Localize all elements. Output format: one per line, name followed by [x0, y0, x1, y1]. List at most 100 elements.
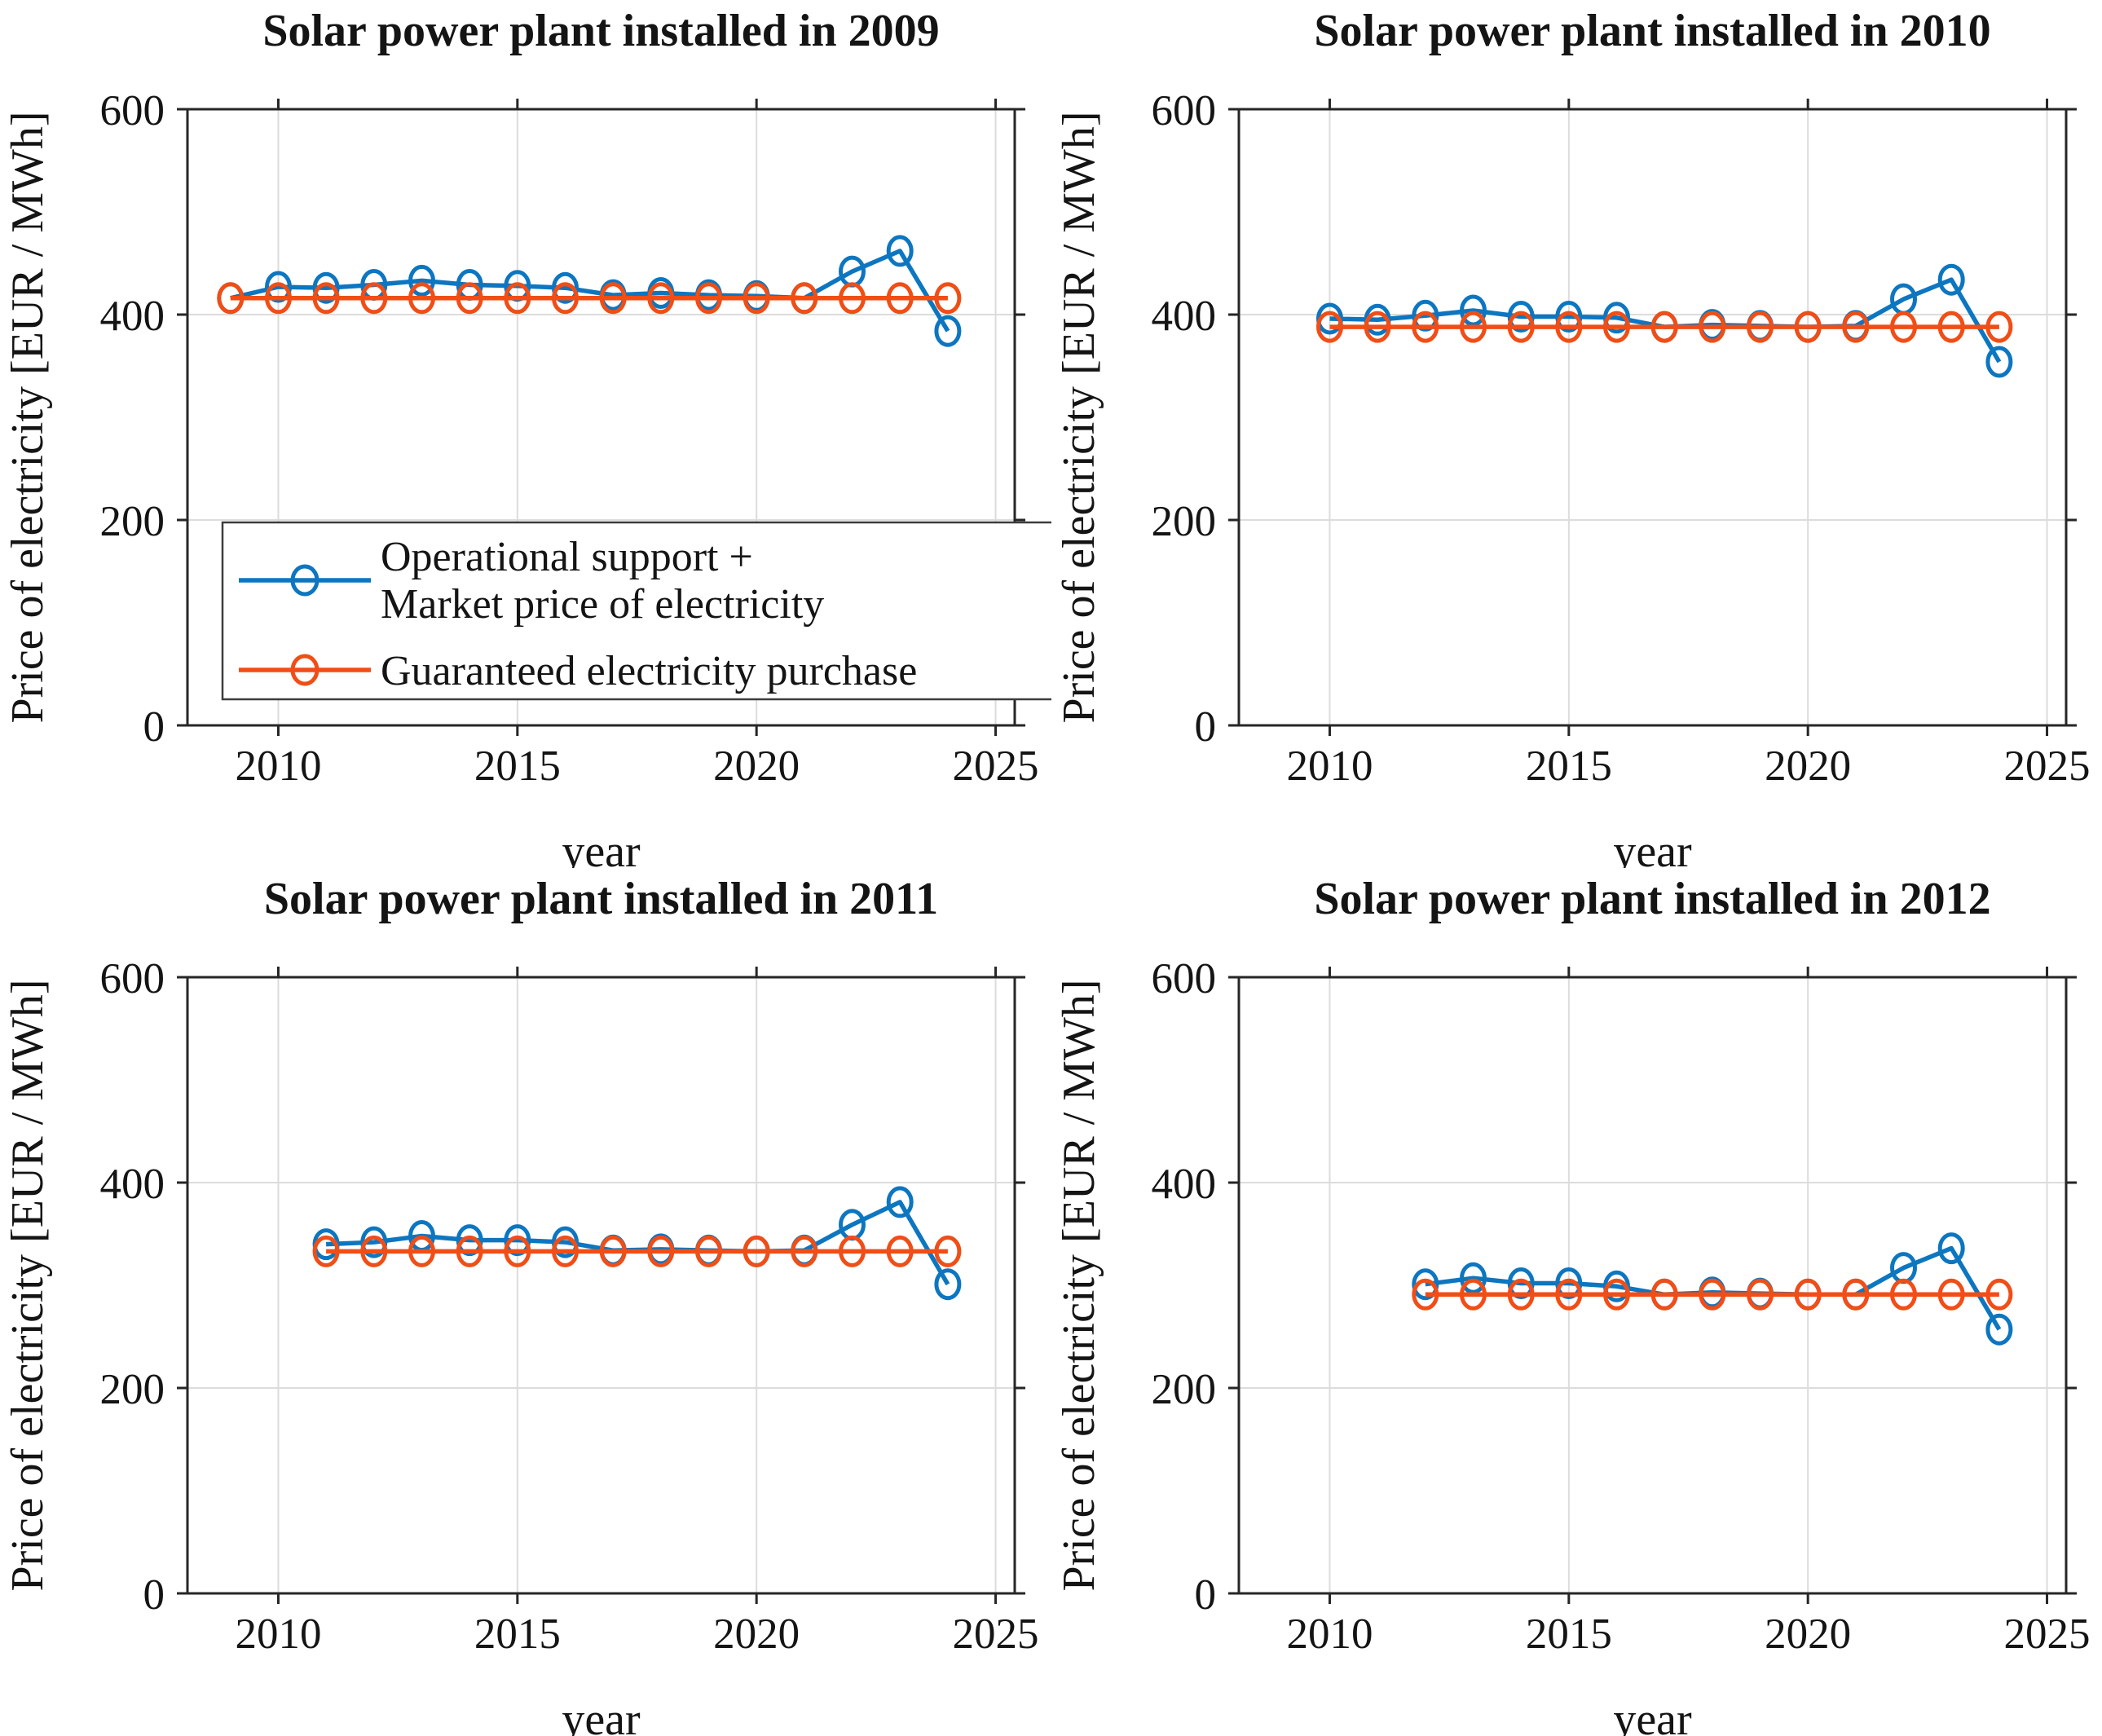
subplot-2009: Solar power plant installed in 2009 0 200 4… [0, 0, 1051, 868]
y-tick-label: 200 [1151, 1366, 1216, 1413]
data-point-marker [1411, 1278, 1439, 1311]
data-point-marker [1459, 294, 1487, 327]
data-point-marker [1459, 1262, 1487, 1294]
data-point-marker [1841, 1278, 1869, 1311]
x-tick-label: 2010 [1286, 742, 1373, 790]
data-point-marker [1937, 263, 1965, 296]
series-line-blue [1329, 277, 2001, 364]
data-point-marker [456, 282, 483, 315]
data-point-marker [1554, 311, 1582, 343]
subplot-2012: Solar power plant installed in 2012 0 200 4… [1051, 868, 2102, 1736]
data-point-marker [1650, 1278, 1678, 1311]
data-point-marker [456, 1235, 483, 1267]
x-tick-label: 2020 [713, 742, 800, 790]
x-tick-label: 2025 [953, 1610, 1039, 1658]
legend-label: Guaranteed electricity purchase [381, 648, 917, 694]
data-point-marker [312, 282, 340, 315]
data-point-marker [1841, 311, 1869, 343]
x-tick-label: 2020 [1765, 1610, 1851, 1658]
data-point-marker [408, 282, 435, 315]
data-point-marker [886, 1186, 914, 1218]
x-axis-label: year [1613, 826, 1692, 868]
x-tick-label: 2010 [1286, 1610, 1373, 1658]
data-point-marker [886, 282, 914, 315]
data-point-marker [695, 1235, 722, 1267]
data-point-marker [1507, 311, 1535, 343]
data-point-marker [695, 282, 722, 315]
data-point-marker [743, 282, 770, 315]
legend-label: Market price of electricity [381, 581, 824, 628]
data-point-marker [1746, 1278, 1774, 1311]
y-axis-label: Price of electricity [EUR / MWh] [1054, 979, 1104, 1591]
chart-title: Solar power plant installed in 2010 [1314, 6, 1990, 56]
data-point-marker [1794, 1278, 1822, 1311]
data-point-marker [1554, 301, 1582, 333]
legend-marker-blue [290, 564, 319, 597]
y-tick-label: 400 [1151, 293, 1216, 340]
data-point-marker [1650, 311, 1678, 343]
legend-marker-orange [290, 654, 319, 686]
data-point-marker [886, 1235, 914, 1267]
data-point-marker [408, 1235, 435, 1267]
data-point-marker [265, 271, 292, 303]
data-point-marker [265, 282, 292, 315]
x-axis-label: year [562, 1694, 641, 1736]
chart-title: Solar power plant installed in 2011 [264, 874, 938, 924]
data-point-marker [552, 1226, 579, 1258]
y-tick-label: 200 [1151, 498, 1216, 545]
y-tick-label: 600 [100, 955, 165, 1002]
data-point-marker [360, 1235, 388, 1267]
x-tick-label: 2020 [1765, 742, 1851, 790]
x-axis-label: year [562, 826, 641, 868]
data-point-marker [839, 1235, 866, 1267]
data-point-marker [1889, 311, 1917, 343]
data-point-marker [504, 282, 531, 315]
data-point-marker [1985, 346, 2012, 378]
data-point-marker [1554, 1267, 1582, 1299]
data-point-marker [1602, 311, 1630, 343]
legend: Operational support +Market price of ele… [221, 521, 1051, 701]
y-tick-label: 200 [100, 1366, 165, 1413]
chart-title: Solar power plant installed in 2012 [1314, 874, 1990, 924]
data-point-marker [934, 1268, 962, 1301]
data-point-marker [312, 1235, 340, 1267]
data-point-marker [934, 1235, 962, 1267]
data-point-marker [1507, 301, 1535, 333]
data-point-marker [599, 282, 627, 315]
legend-label: Operational support + [381, 534, 753, 580]
y-axis-label: Price of electricity [EUR / MWh] [1054, 111, 1104, 723]
data-point-marker [1459, 311, 1487, 343]
data-point-marker [1602, 302, 1630, 334]
chart-2010-svg: Solar power plant installed in 2010 0 200 4… [1054, 6, 2091, 868]
y-tick-label: 400 [100, 293, 165, 340]
subplot-2011: Solar power plant installed in 2011 0 200 4… [0, 868, 1051, 1736]
data-point-marker [1794, 311, 1822, 343]
data-point-marker [1507, 1278, 1535, 1311]
data-point-marker [934, 282, 962, 315]
y-tick-label: 200 [100, 498, 165, 545]
y-tick-label: 0 [143, 1571, 165, 1619]
data-point-marker [360, 282, 388, 315]
data-point-marker [1698, 1278, 1725, 1311]
data-point-marker [1985, 1278, 2012, 1311]
y-axis-label: Price of electricity [EUR / MWh] [2, 979, 53, 1591]
x-tick-label: 2010 [235, 1610, 321, 1658]
data-point-marker [552, 271, 579, 304]
chart-2011-svg: Solar power plant installed in 2011 0 200 4… [2, 874, 1039, 1736]
data-point-marker [1889, 1278, 1917, 1311]
y-axis-label: Price of electricity [EUR / MWh] [2, 111, 53, 723]
x-tick-label: 2010 [235, 742, 321, 790]
data-point-marker [312, 271, 340, 304]
data-point-marker [1364, 311, 1391, 343]
chart-2012-svg: Solar power plant installed in 2012 0 200 4… [1054, 874, 2091, 1736]
y-tick-label: 600 [100, 87, 165, 134]
data-point-marker [504, 1224, 531, 1257]
axis-box [186, 976, 1016, 1595]
data-point-marker [934, 315, 962, 347]
data-point-marker [504, 1235, 531, 1267]
x-tick-label: 2015 [474, 1610, 561, 1658]
data-point-marker [1937, 1278, 1965, 1311]
axis-box [1237, 108, 2067, 727]
data-point-marker [886, 235, 914, 267]
y-tick-label: 600 [1151, 87, 1216, 134]
